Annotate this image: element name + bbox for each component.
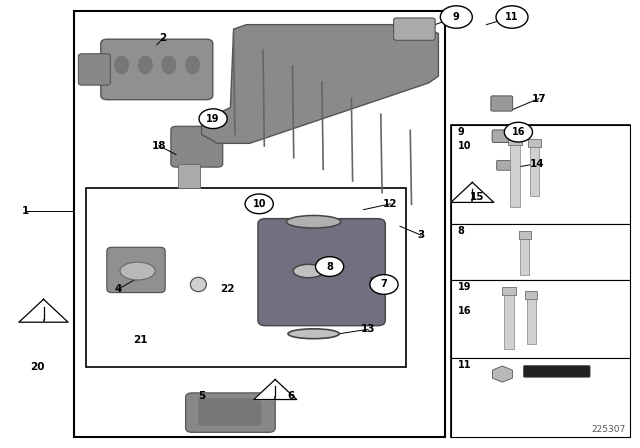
Text: 2: 2	[159, 33, 167, 43]
Ellipse shape	[120, 262, 155, 280]
Text: 10: 10	[252, 199, 266, 209]
Text: 7: 7	[381, 280, 387, 289]
Circle shape	[370, 275, 398, 294]
Text: 4: 4	[115, 284, 122, 294]
Text: 21: 21	[134, 336, 148, 345]
Polygon shape	[19, 299, 68, 322]
Bar	[530, 147, 539, 196]
Text: 11: 11	[458, 360, 471, 370]
Text: 12: 12	[383, 199, 397, 209]
Bar	[178, 164, 200, 188]
Bar	[527, 299, 536, 344]
Circle shape	[245, 194, 273, 214]
Polygon shape	[451, 182, 494, 202]
FancyBboxPatch shape	[78, 54, 110, 85]
Text: 22: 22	[220, 284, 234, 294]
FancyBboxPatch shape	[171, 126, 223, 167]
Ellipse shape	[287, 215, 341, 228]
Text: 11: 11	[505, 12, 519, 22]
FancyBboxPatch shape	[198, 399, 261, 426]
FancyBboxPatch shape	[258, 219, 385, 326]
Ellipse shape	[293, 264, 324, 278]
Circle shape	[496, 6, 528, 28]
Circle shape	[199, 109, 227, 129]
Text: 10: 10	[458, 141, 471, 151]
Bar	[74, 11, 445, 437]
Text: 5: 5	[198, 392, 205, 401]
Ellipse shape	[186, 56, 200, 74]
Bar	[451, 125, 630, 224]
Text: 16: 16	[458, 306, 471, 316]
Text: 19: 19	[206, 114, 220, 124]
Text: 13: 13	[361, 324, 375, 334]
Polygon shape	[253, 379, 297, 400]
Ellipse shape	[162, 56, 176, 74]
Text: 15: 15	[470, 192, 484, 202]
Text: 9: 9	[458, 127, 465, 137]
Bar	[451, 125, 630, 437]
FancyBboxPatch shape	[107, 247, 165, 293]
Bar	[86, 188, 406, 367]
Circle shape	[440, 6, 472, 28]
Polygon shape	[202, 25, 438, 143]
FancyBboxPatch shape	[394, 18, 435, 40]
Bar	[518, 231, 531, 239]
FancyBboxPatch shape	[524, 366, 590, 377]
Bar	[528, 139, 541, 147]
Circle shape	[316, 257, 344, 276]
Ellipse shape	[191, 277, 206, 292]
Bar	[510, 145, 520, 207]
Text: 18: 18	[152, 141, 166, 151]
Ellipse shape	[288, 329, 339, 339]
Text: 6: 6	[287, 392, 295, 401]
FancyBboxPatch shape	[492, 130, 511, 142]
Text: 20: 20	[30, 362, 44, 372]
Text: 1: 1	[22, 206, 29, 215]
FancyBboxPatch shape	[100, 39, 212, 100]
Bar	[451, 224, 630, 280]
Text: 9: 9	[453, 12, 460, 22]
Text: 16: 16	[511, 127, 525, 137]
Text: 8: 8	[326, 262, 333, 271]
Bar	[525, 291, 538, 299]
Text: 17: 17	[532, 94, 546, 103]
Bar	[520, 239, 529, 275]
Bar	[504, 295, 514, 349]
Bar	[451, 358, 630, 437]
FancyBboxPatch shape	[491, 96, 513, 111]
Text: 3: 3	[417, 230, 425, 240]
Ellipse shape	[115, 56, 129, 74]
FancyBboxPatch shape	[497, 160, 513, 170]
Ellipse shape	[138, 56, 152, 74]
FancyBboxPatch shape	[186, 393, 275, 432]
Text: 19: 19	[458, 282, 471, 292]
Text: 225307: 225307	[591, 425, 626, 434]
Text: 14: 14	[531, 159, 545, 168]
Bar	[508, 137, 522, 145]
Bar	[451, 280, 630, 358]
Bar	[502, 287, 516, 295]
Circle shape	[504, 122, 532, 142]
Text: 8: 8	[458, 226, 465, 236]
